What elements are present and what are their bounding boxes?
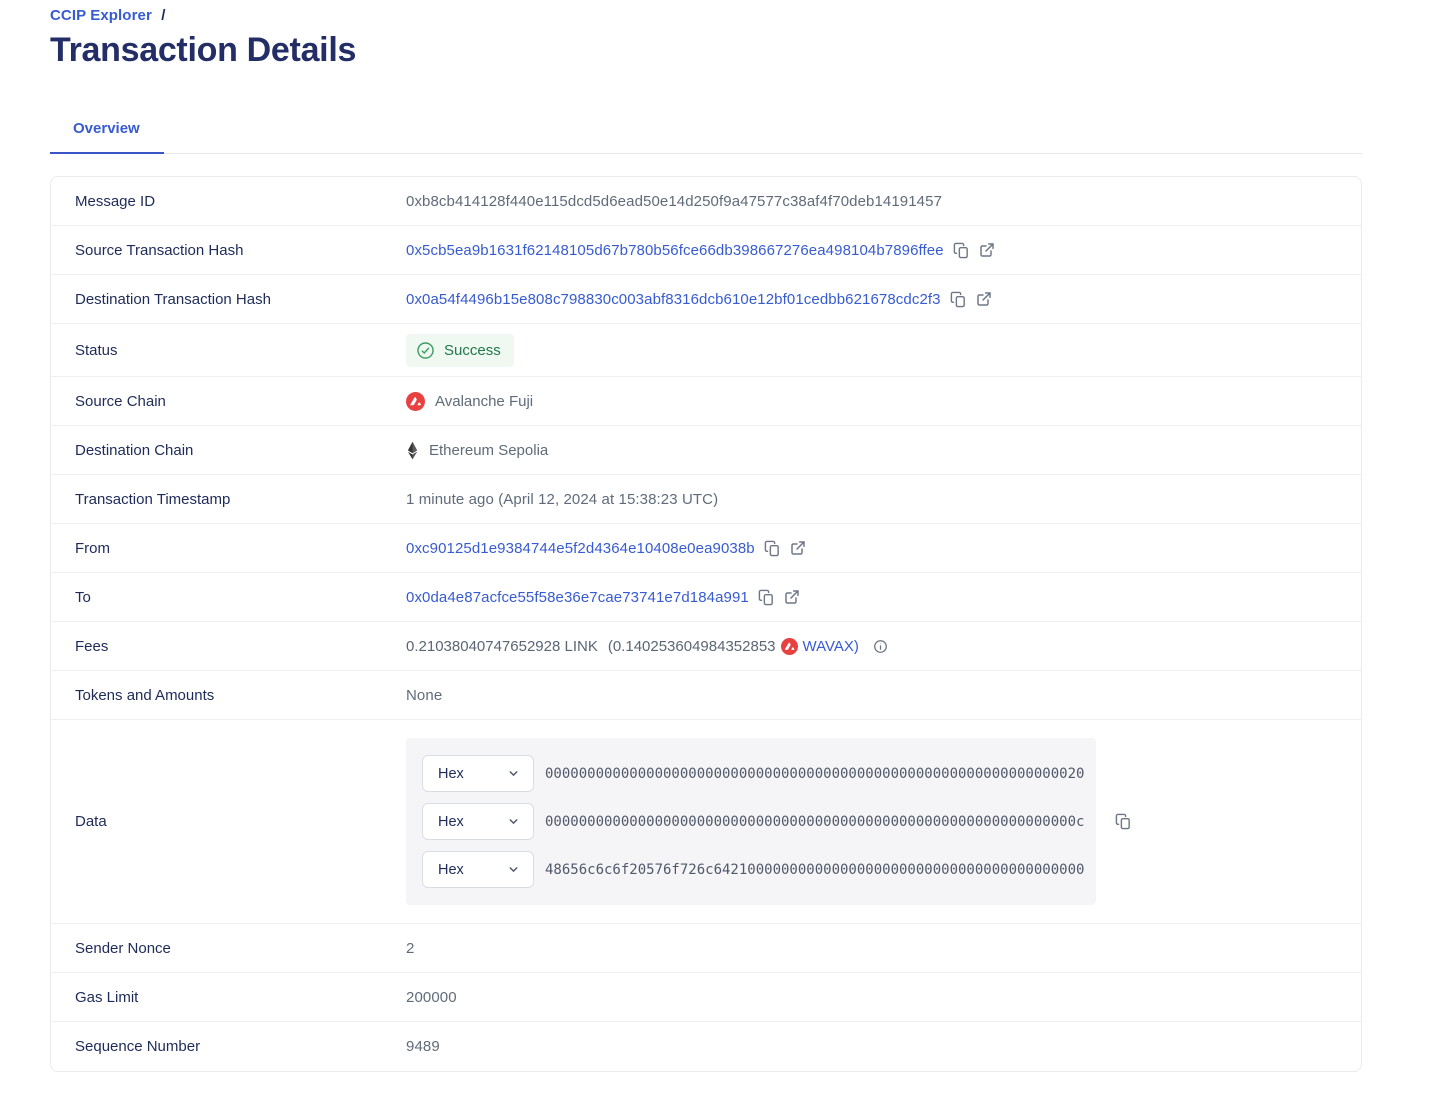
ethereum-icon [406,441,419,460]
row-to: To 0x0da4e87acfce55f58e36e7cae73741e7d18… [51,573,1361,622]
data-entry: Hex 48656c6c6f20576f726c6421000000000000… [422,851,1084,888]
format-select-value: Hex [438,813,464,830]
row-label: Destination Chain [75,441,194,459]
breadcrumb-separator: / [161,7,166,24]
format-select-value: Hex [438,765,464,782]
copy-icon[interactable] [764,540,781,557]
row-label: Transaction Timestamp [75,490,231,508]
row-gas-limit: Gas Limit 200000 [51,973,1361,1022]
row-source-chain: Source Chain Avalanche Fuji [51,377,1361,426]
row-label: Source Chain [75,392,166,410]
data-entry: Hex 000000000000000000000000000000000000… [422,803,1084,840]
row-data: Data Hex 0000000000000000000000000000000… [51,720,1361,924]
row-from: From 0xc90125d1e9384744e5f2d4364e10408e0… [51,524,1361,573]
row-source-tx-hash: Source Transaction Hash 0x5cb5ea9b1631f6… [51,226,1361,275]
data-format-select[interactable]: Hex [422,755,534,792]
row-label: Data [75,813,107,830]
sender-nonce-value: 2 [406,939,415,957]
data-format-select[interactable]: Hex [422,803,534,840]
row-label: Status [75,341,118,359]
row-label: To [75,588,91,606]
row-status: Status Success [51,324,1361,377]
data-hex-value: 0000000000000000000000000000000000000000… [545,813,1085,830]
breadcrumb: CCIP Explorer / [50,7,1362,24]
row-label: From [75,539,110,557]
tab-bar: Overview [50,112,1362,154]
from-address-link[interactable]: 0xc90125d1e9384744e5f2d4364e10408e0ea903… [406,539,755,557]
source-tx-hash-link[interactable]: 0x5cb5ea9b1631f62148105d67b780b56fce66db… [406,241,944,259]
row-label: Gas Limit [75,988,139,1006]
details-card: Message ID 0xb8cb414128f440e115dcd5d6ead… [50,176,1362,1072]
tab-overview[interactable]: Overview [50,112,164,154]
gas-limit-value: 200000 [406,988,457,1006]
message-id-value: 0xb8cb414128f440e115dcd5d6ead50e14d250f9… [406,192,943,210]
row-tokens-and-amounts: Tokens and Amounts None [51,671,1361,720]
chevron-down-icon [507,815,520,828]
copy-icon[interactable] [758,589,775,606]
avalanche-icon [780,637,798,655]
info-icon[interactable] [873,639,888,654]
chevron-down-icon [507,863,520,876]
row-label: Tokens and Amounts [75,686,215,704]
fees-native-amount: (0.140253604984352853 [607,637,776,655]
status-badge: Success [406,333,514,367]
to-address-link[interactable]: 0x0da4e87acfce55f58e36e7cae73741e7d184a9… [406,588,749,606]
row-label: Sender Nonce [75,939,171,957]
external-link-icon[interactable] [784,589,800,605]
dest-chain-name: Ethereum Sepolia [429,441,549,459]
copy-icon[interactable] [953,242,970,259]
fees-link-amount: 0.21038040747652928 LINK [406,637,598,655]
row-label: Destination Transaction Hash [75,290,271,308]
row-fees: Fees 0.21038040747652928 LINK (0.1402536… [51,622,1361,671]
row-dest-chain: Destination Chain Ethereum Sepolia [51,426,1361,475]
data-hex-value: 48656c6c6f20576f726c64210000000000000000… [545,861,1085,878]
row-label: Message ID [75,192,156,210]
external-link-icon[interactable] [976,291,992,307]
row-dest-tx-hash: Destination Transaction Hash 0x0a54f4496… [51,275,1361,324]
wavax-token-link[interactable]: WAVAX) [802,637,859,655]
copy-icon[interactable] [950,291,967,308]
row-label: Source Transaction Hash [75,241,244,259]
avalanche-icon [406,391,425,411]
external-link-icon[interactable] [979,242,995,258]
row-sequence-number: Sequence Number 9489 [51,1022,1361,1071]
source-chain-name: Avalanche Fuji [435,392,534,410]
dest-tx-hash-link[interactable]: 0x0a54f4496b15e808c798830c003abf8316dcb6… [406,290,941,308]
copy-icon[interactable] [1115,813,1132,830]
chevron-down-icon [507,767,520,780]
breadcrumb-link-ccip-explorer[interactable]: CCIP Explorer [50,7,152,24]
data-panel: Hex 000000000000000000000000000000000000… [406,738,1096,905]
fees-value: 0.21038040747652928 LINK (0.140253604984… [406,637,888,655]
external-link-icon[interactable] [790,540,806,556]
row-label: Sequence Number [75,1038,201,1055]
transaction-details-page: CCIP Explorer / Transaction Details Over… [50,7,1362,1072]
page-title: Transaction Details [50,31,357,69]
tokens-value: None [406,686,443,704]
data-entry: Hex 000000000000000000000000000000000000… [422,755,1084,792]
format-select-value: Hex [438,861,464,878]
check-circle-icon [416,341,435,360]
row-label: Fees [75,637,109,655]
row-timestamp: Transaction Timestamp 1 minute ago (Apri… [51,475,1361,524]
row-message-id: Message ID 0xb8cb414128f440e115dcd5d6ead… [51,177,1361,226]
data-format-select[interactable]: Hex [422,851,534,888]
sequence-number-value: 9489 [406,1038,440,1055]
timestamp-value: 1 minute ago (April 12, 2024 at 15:38:23… [406,490,719,508]
data-hex-value: 0000000000000000000000000000000000000000… [545,765,1085,782]
status-text: Success [444,341,501,359]
row-sender-nonce: Sender Nonce 2 [51,924,1361,973]
